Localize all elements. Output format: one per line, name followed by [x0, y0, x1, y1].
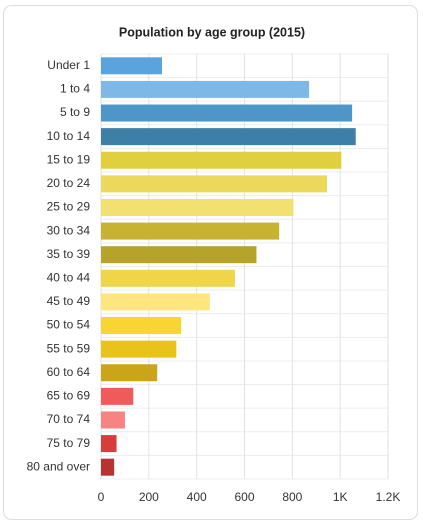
y-tick-label: 65 to 69: [47, 389, 91, 403]
y-tick-label: Under 1: [47, 58, 90, 72]
y-tick-label: 10 to 14: [47, 129, 91, 143]
y-tick-label: 70 to 74: [47, 412, 91, 426]
x-tick-label: 0: [98, 490, 105, 504]
y-tick-label: 1 to 4: [60, 82, 90, 96]
y-tick-label: 60 to 64: [47, 365, 91, 379]
bar: [101, 340, 177, 358]
x-tick-label: 600: [234, 490, 254, 504]
bar: [101, 458, 115, 476]
x-tick-label: 400: [187, 490, 207, 504]
y-tick-label: 25 to 29: [47, 200, 91, 214]
y-tick-label: 35 to 39: [47, 247, 91, 261]
bar: [101, 269, 235, 287]
y-tick-label: 75 to 79: [47, 436, 91, 450]
bar: [101, 364, 158, 382]
bar: [101, 222, 280, 240]
bar: [101, 317, 182, 335]
y-tick-label: 15 to 19: [47, 152, 91, 166]
y-tick-label: 55 to 59: [47, 341, 91, 355]
y-tick-label: 80 and over: [27, 459, 90, 473]
x-tick-label: 1.2K: [376, 490, 401, 504]
bar: [101, 80, 310, 98]
y-tick-label: 20 to 24: [47, 176, 91, 190]
y-tick-label: 45 to 49: [47, 294, 91, 308]
bar: [101, 57, 162, 75]
bar: [101, 387, 134, 405]
bar: [101, 104, 353, 122]
x-tick-label: 800: [282, 490, 302, 504]
x-tick-label: 1K: [333, 490, 348, 504]
y-tick-label: 40 to 44: [47, 270, 91, 284]
y-tick-label: 30 to 34: [47, 223, 91, 237]
chart-title: Population by age group (2015): [119, 25, 305, 39]
bar: [101, 151, 342, 169]
y-tick-label: 5 to 9: [60, 105, 90, 119]
bar: [101, 246, 257, 264]
bar: [101, 411, 125, 429]
bar: [101, 435, 117, 453]
bar: [101, 293, 210, 311]
x-tick-label: 200: [139, 490, 159, 504]
bar: [101, 175, 328, 193]
y-tick-label: 50 to 54: [47, 318, 91, 332]
bar: [101, 198, 294, 216]
bar: [101, 128, 356, 146]
